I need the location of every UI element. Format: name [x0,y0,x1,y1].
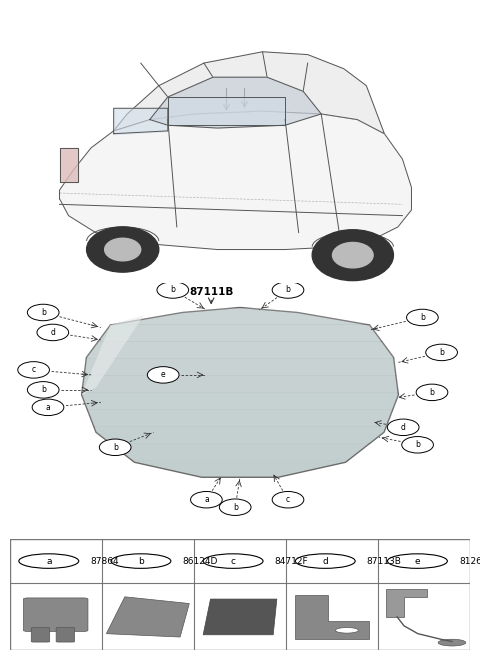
Polygon shape [82,393,398,409]
Circle shape [387,554,447,568]
Text: a: a [46,556,51,566]
Polygon shape [295,595,369,639]
Polygon shape [82,325,398,342]
Polygon shape [82,308,398,325]
Text: 87864: 87864 [90,556,119,566]
Polygon shape [82,359,398,375]
Circle shape [99,439,131,455]
Text: b: b [415,440,420,449]
Text: b: b [286,286,290,294]
Polygon shape [150,78,321,128]
Text: d: d [50,328,55,337]
Text: 87111B: 87111B [189,288,233,298]
Circle shape [416,384,448,401]
FancyBboxPatch shape [56,627,74,642]
Circle shape [37,324,69,341]
FancyBboxPatch shape [24,598,88,631]
Circle shape [333,242,373,268]
Circle shape [219,499,251,516]
Text: 86124D: 86124D [182,556,218,566]
Circle shape [111,554,171,568]
Text: 81260B: 81260B [459,556,480,566]
Text: b: b [41,308,46,317]
Polygon shape [82,427,398,443]
Polygon shape [203,599,277,635]
Circle shape [336,627,359,633]
Text: a: a [204,495,209,504]
Circle shape [27,304,59,321]
Circle shape [295,554,355,568]
Circle shape [157,282,189,298]
Circle shape [407,309,438,326]
Text: b: b [233,503,238,512]
Circle shape [86,227,159,272]
Circle shape [147,367,179,383]
Polygon shape [114,108,168,133]
Circle shape [27,382,59,398]
Circle shape [32,399,64,416]
Circle shape [402,436,433,453]
Text: 84712F: 84712F [275,556,308,566]
Polygon shape [82,376,398,392]
Text: a: a [46,403,50,412]
Text: c: c [286,495,290,504]
Circle shape [203,554,263,568]
Polygon shape [107,597,189,637]
Polygon shape [385,589,427,617]
Polygon shape [82,444,398,461]
Text: 87113B: 87113B [367,556,402,566]
Text: d: d [323,556,328,566]
Circle shape [438,639,466,646]
Circle shape [19,554,79,568]
Polygon shape [60,148,78,182]
Circle shape [272,491,304,508]
Circle shape [18,361,49,378]
FancyBboxPatch shape [31,627,50,642]
Text: e: e [415,556,420,566]
Polygon shape [82,307,398,477]
Text: c: c [230,556,236,566]
Circle shape [191,491,222,508]
Text: b: b [138,556,144,566]
Circle shape [387,419,419,436]
Text: b: b [113,443,118,452]
Text: b: b [430,388,434,397]
Text: b: b [439,348,444,357]
Polygon shape [82,410,398,426]
Text: b: b [41,386,46,394]
Circle shape [105,238,141,261]
FancyBboxPatch shape [10,539,470,650]
Circle shape [426,344,457,361]
Polygon shape [60,111,411,250]
Polygon shape [82,342,398,359]
Polygon shape [114,52,384,133]
Text: b: b [420,313,425,322]
Circle shape [312,230,394,281]
Text: e: e [161,371,166,379]
Text: d: d [401,423,406,432]
Polygon shape [82,315,144,395]
Circle shape [272,282,304,298]
Text: b: b [170,286,175,294]
Polygon shape [168,97,285,125]
Text: c: c [32,365,36,374]
